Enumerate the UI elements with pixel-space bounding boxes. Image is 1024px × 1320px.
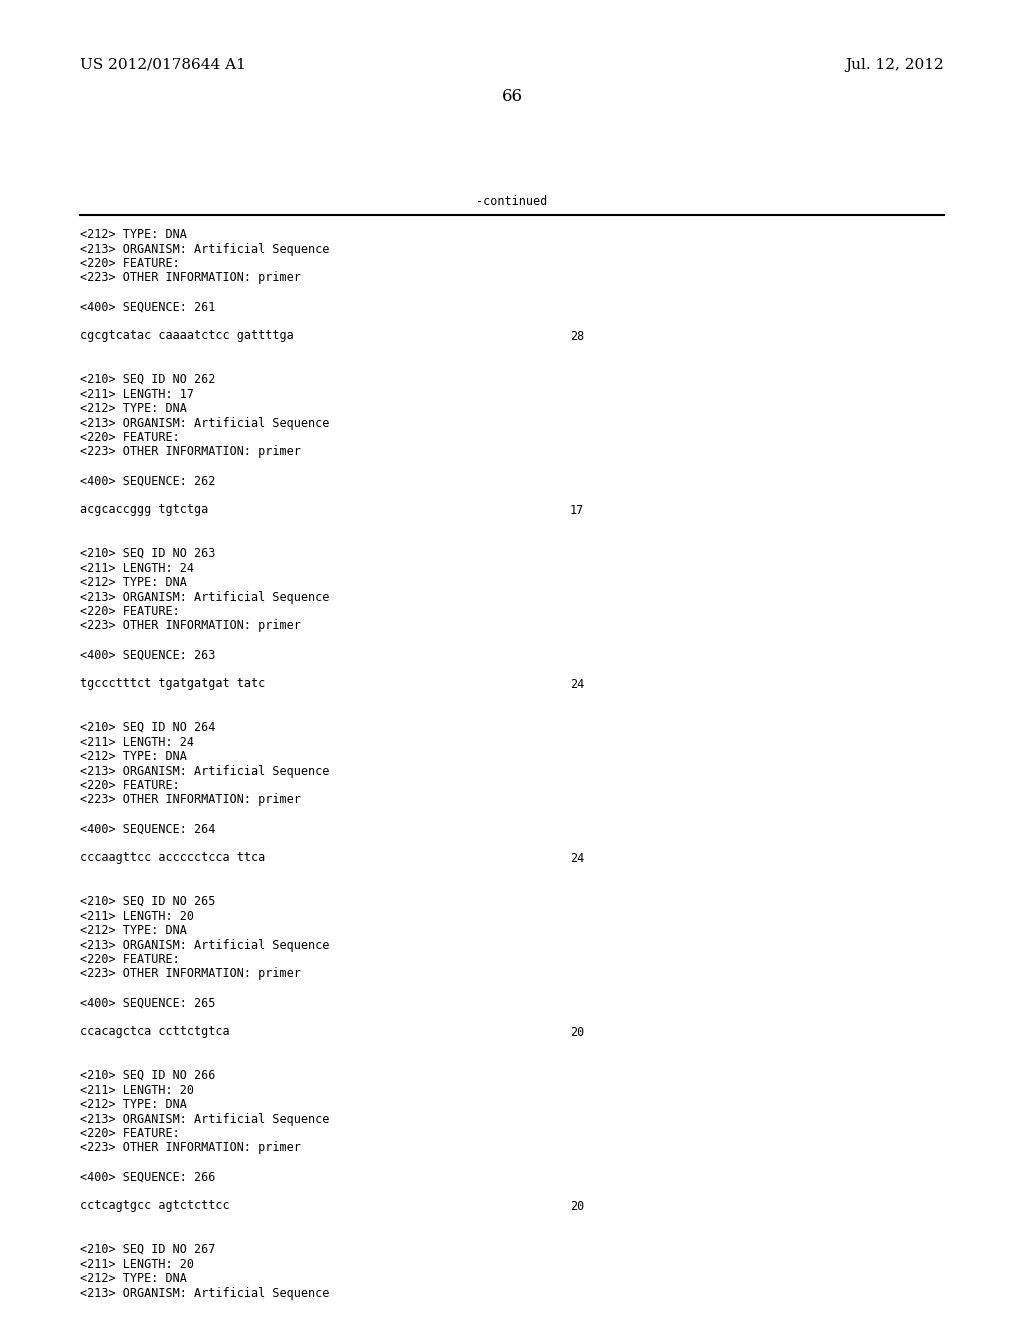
Text: cctcagtgcc agtctcttcc: cctcagtgcc agtctcttcc	[80, 1200, 229, 1213]
Text: <211> LENGTH: 24: <211> LENGTH: 24	[80, 561, 194, 574]
Text: <223> OTHER INFORMATION: primer: <223> OTHER INFORMATION: primer	[80, 1142, 301, 1155]
Text: <223> OTHER INFORMATION: primer: <223> OTHER INFORMATION: primer	[80, 619, 301, 632]
Text: -continued: -continued	[476, 195, 548, 209]
Text: <212> TYPE: DNA: <212> TYPE: DNA	[80, 750, 186, 763]
Text: <220> FEATURE:: <220> FEATURE:	[80, 605, 180, 618]
Text: <213> ORGANISM: Artificial Sequence: <213> ORGANISM: Artificial Sequence	[80, 939, 330, 952]
Text: 66: 66	[502, 88, 522, 106]
Text: <210> SEQ ID NO 263: <210> SEQ ID NO 263	[80, 546, 215, 560]
Text: <400> SEQUENCE: 263: <400> SEQUENCE: 263	[80, 648, 215, 661]
Text: <400> SEQUENCE: 265: <400> SEQUENCE: 265	[80, 997, 215, 1010]
Text: <400> SEQUENCE: 262: <400> SEQUENCE: 262	[80, 474, 215, 487]
Text: <211> LENGTH: 20: <211> LENGTH: 20	[80, 1084, 194, 1097]
Text: <213> ORGANISM: Artificial Sequence: <213> ORGANISM: Artificial Sequence	[80, 764, 330, 777]
Text: 20: 20	[570, 1200, 585, 1213]
Text: <213> ORGANISM: Artificial Sequence: <213> ORGANISM: Artificial Sequence	[80, 417, 330, 429]
Text: <211> LENGTH: 24: <211> LENGTH: 24	[80, 735, 194, 748]
Text: <400> SEQUENCE: 266: <400> SEQUENCE: 266	[80, 1171, 215, 1184]
Text: <211> LENGTH: 17: <211> LENGTH: 17	[80, 388, 194, 400]
Text: <220> FEATURE:: <220> FEATURE:	[80, 953, 180, 966]
Text: <220> FEATURE:: <220> FEATURE:	[80, 432, 180, 444]
Text: <211> LENGTH: 20: <211> LENGTH: 20	[80, 1258, 194, 1270]
Text: <212> TYPE: DNA: <212> TYPE: DNA	[80, 403, 186, 414]
Text: <212> TYPE: DNA: <212> TYPE: DNA	[80, 1098, 186, 1111]
Text: <400> SEQUENCE: 261: <400> SEQUENCE: 261	[80, 301, 215, 314]
Text: <213> ORGANISM: Artificial Sequence: <213> ORGANISM: Artificial Sequence	[80, 1113, 330, 1126]
Text: 24: 24	[570, 851, 585, 865]
Text: <220> FEATURE:: <220> FEATURE:	[80, 1127, 180, 1140]
Text: ccacagctca ccttctgtca: ccacagctca ccttctgtca	[80, 1026, 229, 1039]
Text: <223> OTHER INFORMATION: primer: <223> OTHER INFORMATION: primer	[80, 272, 301, 285]
Text: <223> OTHER INFORMATION: primer: <223> OTHER INFORMATION: primer	[80, 446, 301, 458]
Text: 24: 24	[570, 677, 585, 690]
Text: 17: 17	[570, 503, 585, 516]
Text: <210> SEQ ID NO 265: <210> SEQ ID NO 265	[80, 895, 215, 908]
Text: <211> LENGTH: 20: <211> LENGTH: 20	[80, 909, 194, 923]
Text: tgccctttct tgatgatgat tatc: tgccctttct tgatgatgat tatc	[80, 677, 265, 690]
Text: Jul. 12, 2012: Jul. 12, 2012	[845, 58, 944, 73]
Text: 28: 28	[570, 330, 585, 342]
Text: US 2012/0178644 A1: US 2012/0178644 A1	[80, 58, 246, 73]
Text: <213> ORGANISM: Artificial Sequence: <213> ORGANISM: Artificial Sequence	[80, 243, 330, 256]
Text: <400> SEQUENCE: 264: <400> SEQUENCE: 264	[80, 822, 215, 836]
Text: cccaagttcc accccctcca ttca: cccaagttcc accccctcca ttca	[80, 851, 265, 865]
Text: <223> OTHER INFORMATION: primer: <223> OTHER INFORMATION: primer	[80, 968, 301, 981]
Text: <212> TYPE: DNA: <212> TYPE: DNA	[80, 1272, 186, 1284]
Text: <210> SEQ ID NO 262: <210> SEQ ID NO 262	[80, 374, 215, 385]
Text: acgcaccggg tgtctga: acgcaccggg tgtctga	[80, 503, 208, 516]
Text: <212> TYPE: DNA: <212> TYPE: DNA	[80, 924, 186, 937]
Text: <213> ORGANISM: Artificial Sequence: <213> ORGANISM: Artificial Sequence	[80, 590, 330, 603]
Text: <223> OTHER INFORMATION: primer: <223> OTHER INFORMATION: primer	[80, 793, 301, 807]
Text: <212> TYPE: DNA: <212> TYPE: DNA	[80, 228, 186, 242]
Text: cgcgtcatac caaaatctcc gattttga: cgcgtcatac caaaatctcc gattttga	[80, 330, 294, 342]
Text: <220> FEATURE:: <220> FEATURE:	[80, 257, 180, 271]
Text: <210> SEQ ID NO 267: <210> SEQ ID NO 267	[80, 1243, 215, 1257]
Text: <212> TYPE: DNA: <212> TYPE: DNA	[80, 576, 186, 589]
Text: <210> SEQ ID NO 266: <210> SEQ ID NO 266	[80, 1069, 215, 1082]
Text: <220> FEATURE:: <220> FEATURE:	[80, 779, 180, 792]
Text: 20: 20	[570, 1026, 585, 1039]
Text: <213> ORGANISM: Artificial Sequence: <213> ORGANISM: Artificial Sequence	[80, 1287, 330, 1299]
Text: <210> SEQ ID NO 264: <210> SEQ ID NO 264	[80, 721, 215, 734]
